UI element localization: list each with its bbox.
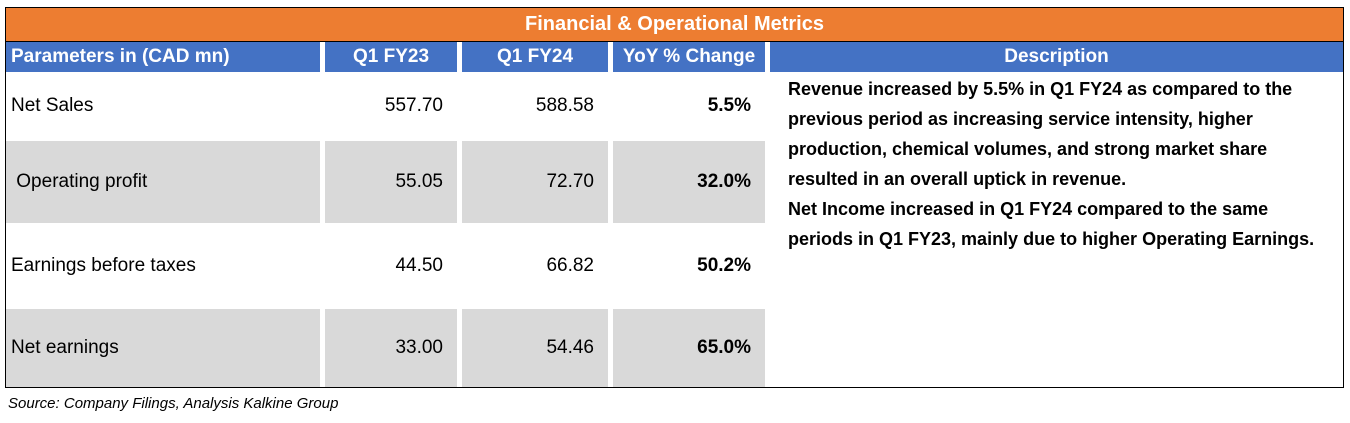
row-net-earnings-label: Net earnings: [6, 309, 320, 387]
row-operating-profit-q1fy24: 72.70: [462, 141, 608, 223]
row-ebt-label: Earnings before taxes: [11, 255, 196, 276]
row-net-sales-q1fy23: 557.70: [384, 95, 443, 116]
row-net-sales-label: Net Sales: [11, 95, 94, 116]
row-operating-profit-label: Operating profit: [6, 141, 320, 223]
header-q1fy23: Q1 FY23: [325, 42, 457, 72]
row-net-sales-q1fy24: 588.58: [535, 95, 594, 116]
row-operating-profit-q1fy23: 55.05: [325, 141, 457, 223]
description-paragraph-net-income: Net Income increased in Q1 FY24 compared…: [788, 199, 1315, 249]
row-ebt-q1fy24: 66.82: [546, 255, 594, 276]
header-q1fy24: Q1 FY24: [462, 42, 608, 72]
row-net-earnings-yoy: 65.0%: [613, 309, 765, 387]
header-description: Description: [770, 42, 1343, 72]
row-net-earnings-q1fy23: 33.00: [325, 309, 457, 387]
header-parameters: Parameters in (CAD mn): [6, 42, 320, 72]
row-ebt-q1fy23: 44.50: [395, 255, 443, 276]
row-ebt-yoy: 50.2%: [697, 255, 751, 276]
description-paragraph-revenue: Revenue increased by 5.5% in Q1 FY24 as …: [788, 79, 1293, 189]
table-title: Financial & Operational Metrics: [5, 7, 1344, 42]
source-note: Source: Company Filings, Analysis Kalkin…: [8, 395, 339, 412]
row-operating-profit-yoy: 32.0%: [613, 141, 765, 223]
row-net-earnings-q1fy24: 54.46: [462, 309, 608, 387]
description-text: Revenue increased by 5.5% in Q1 FY24 as …: [788, 74, 1336, 254]
row-net-sales-yoy: 5.5%: [707, 95, 751, 116]
header-yoy-change: YoY % Change: [613, 42, 765, 72]
